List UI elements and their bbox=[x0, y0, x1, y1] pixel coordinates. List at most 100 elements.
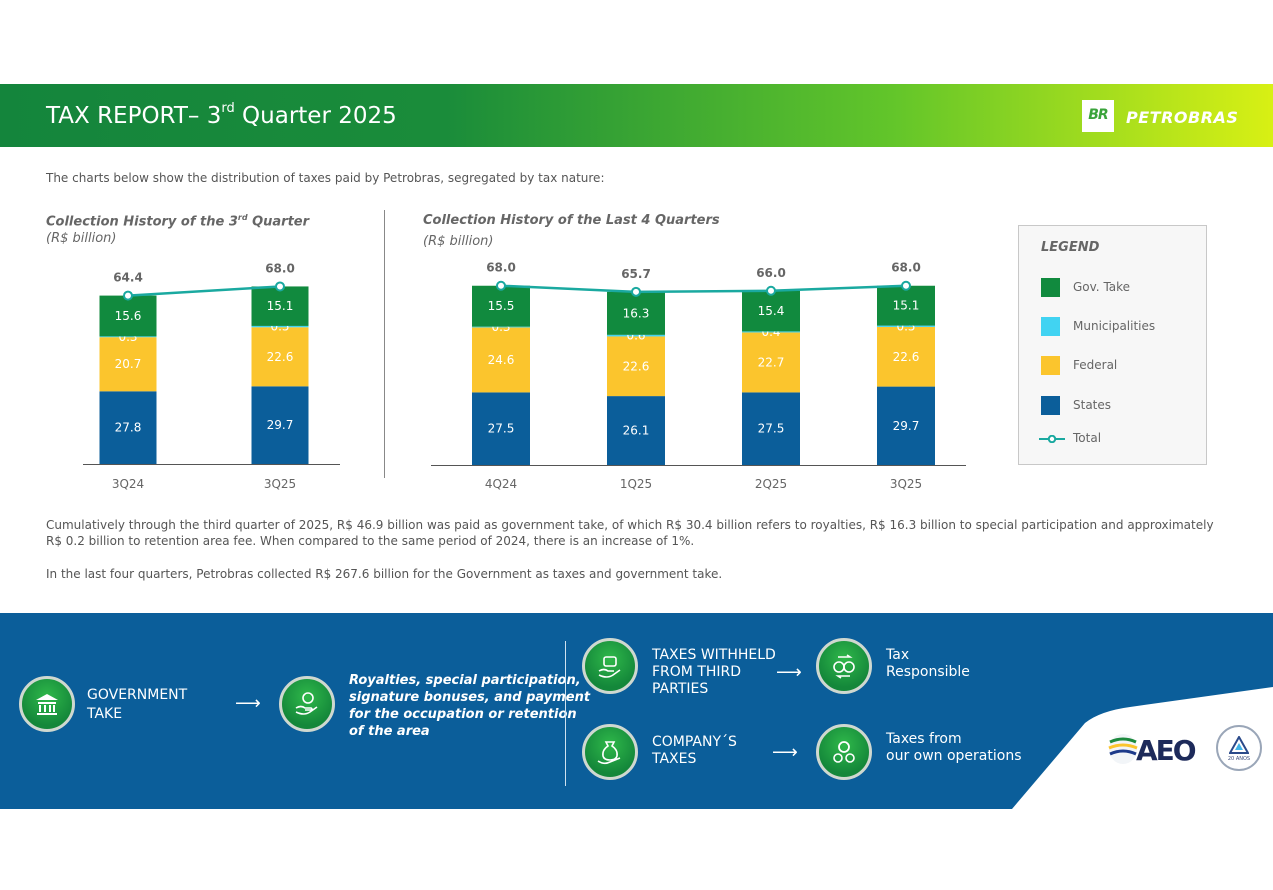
legend-item-gov-take: Gov. Take bbox=[1041, 278, 1201, 298]
bar-label-federal-2q25: 22.7 bbox=[758, 355, 785, 369]
gov-desc-line3: for the occupation or retention bbox=[349, 707, 577, 722]
intro-text: The charts below show the distribution o… bbox=[46, 171, 605, 185]
total-line-0 bbox=[127, 285, 281, 297]
legend-label-federal: Federal bbox=[1073, 358, 1118, 372]
left-chart-title-rest: Quarter bbox=[247, 214, 310, 230]
page-title-rest: Quarter 2025 bbox=[234, 103, 397, 129]
bar-label-federal-3q24: 20.7 bbox=[115, 357, 142, 371]
legend-label-municipalities: Municipalities bbox=[1073, 319, 1156, 333]
withheld-line2: FROM THIRD bbox=[652, 664, 742, 680]
chart-legend: LEGEND Gov. Take Municipalities Federal … bbox=[1018, 225, 1207, 465]
bar-label-states-1q25: 26.1 bbox=[623, 424, 650, 438]
bar-municipalities-4q24 bbox=[472, 326, 530, 328]
chart-divider bbox=[384, 210, 385, 478]
aeo-logo: AEO bbox=[1108, 730, 1202, 770]
government-building-icon bbox=[19, 676, 75, 732]
gears-icon bbox=[816, 724, 872, 780]
legend-line-total-icon bbox=[1039, 435, 1065, 443]
category-label-4q24: 4Q24 bbox=[485, 477, 517, 491]
bar-federal-3q25 bbox=[251, 327, 309, 387]
bar-label-gov-take-1q25: 16.3 bbox=[623, 306, 650, 320]
category-label-2q25: 2Q25 bbox=[755, 477, 787, 491]
gov-desc-line2: signature bonuses, and payment bbox=[349, 690, 591, 705]
legend-swatch-gov-take bbox=[1041, 278, 1060, 297]
bar-label-gov-take-2q25: 15.4 bbox=[758, 304, 785, 318]
arrow-right-icon: ⟶ bbox=[776, 662, 802, 683]
bar-municipalities-2q25 bbox=[742, 331, 800, 333]
anniversary-seal: 20 ANOS bbox=[1216, 725, 1262, 771]
bar-states-2q25 bbox=[742, 392, 800, 465]
aeo-text: AEO bbox=[1136, 734, 1197, 767]
taxes-withheld-label: TAXES WITHHELD FROM THIRD PARTIES bbox=[652, 647, 776, 698]
government-take-description: Royalties, special participation, signat… bbox=[349, 672, 590, 740]
category-label-1q25: 1Q25 bbox=[620, 477, 652, 491]
bar-municipalities-3q25 bbox=[877, 325, 935, 327]
bar-label-states-4q24: 27.5 bbox=[488, 422, 515, 436]
right-chart-title: Collection History of the Last 4 Quarter… bbox=[423, 213, 720, 228]
gov-desc-line1: Royalties, special participation, bbox=[349, 673, 581, 688]
bar-label-states-3q25: 29.7 bbox=[267, 418, 294, 432]
right-chart-unit: (R$ billion) bbox=[423, 234, 494, 249]
bar-municipalities-3q25 bbox=[251, 325, 309, 328]
left-chart-title: Collection History of the 3rd Quarter bbox=[46, 213, 309, 229]
four-quarter-paragraph: In the last four quarters, Petrobras col… bbox=[46, 567, 723, 581]
bar-gov-take-2q25 bbox=[742, 290, 800, 332]
bar-federal-2q25 bbox=[742, 332, 800, 393]
bar-municipalities-1q25 bbox=[607, 334, 665, 337]
withheld-line1: TAXES WITHHELD bbox=[652, 647, 776, 663]
legend-label-gov-take: Gov. Take bbox=[1073, 280, 1131, 294]
left-chart-title-sup: rd bbox=[237, 213, 248, 222]
total-label-1q25: 65.7 bbox=[621, 267, 651, 281]
total-line-1 bbox=[500, 284, 907, 294]
seal-emblem-icon bbox=[1229, 736, 1249, 754]
logo-wordmark: PETROBRAS bbox=[1126, 108, 1239, 127]
br-logo-text: BR bbox=[1088, 107, 1108, 123]
header-bar: TAX REPORT– 3rd Quarter 2025 BR PETROBRA… bbox=[0, 84, 1273, 147]
bar-federal-4q24 bbox=[472, 327, 530, 393]
total-label-3q25: 68.0 bbox=[891, 261, 921, 275]
total-label-3q24: 64.4 bbox=[113, 271, 143, 285]
bar-states-3q24 bbox=[99, 391, 157, 464]
company-line1: COMPANY´S bbox=[652, 734, 737, 750]
page-title: TAX REPORT– 3rd Quarter 2025 bbox=[46, 101, 397, 129]
bar-label-gov-take-3q25: 15.1 bbox=[893, 299, 920, 313]
page-title-main: TAX REPORT– 3 bbox=[46, 103, 222, 129]
own-line2: our own operations bbox=[886, 748, 1022, 764]
band-corner-shape bbox=[1012, 687, 1273, 809]
tax-nature-band: GOVERNMENT TAKE ⟶ Royalties, special par… bbox=[0, 613, 1273, 809]
bar-label-federal-1q25: 22.6 bbox=[623, 359, 650, 373]
bar-gov-take-4q24 bbox=[472, 285, 530, 327]
bar-label-states-3q25: 29.7 bbox=[893, 419, 920, 433]
bar-label-federal-3q25: 22.6 bbox=[893, 350, 920, 364]
total-point-3q25 bbox=[901, 280, 911, 291]
bar-states-1q25 bbox=[607, 396, 665, 465]
seal-text: 20 ANOS bbox=[1227, 756, 1251, 762]
tax-responsible-label: Tax Responsible bbox=[886, 647, 970, 681]
page-title-sup: rd bbox=[221, 101, 235, 117]
legend-item-federal: Federal bbox=[1041, 356, 1201, 376]
category-label-3q24: 3Q24 bbox=[112, 477, 144, 491]
bar-label-gov-take-3q24: 15.6 bbox=[115, 309, 142, 323]
legend-swatch-municipalities bbox=[1041, 317, 1060, 336]
own-operations-label: Taxes from our own operations bbox=[886, 731, 1022, 765]
total-label-3q25: 68.0 bbox=[265, 261, 295, 275]
legend-item-municipalities: Municipalities bbox=[1041, 317, 1201, 337]
bar-label-gov-take-3q25: 15.1 bbox=[267, 299, 294, 313]
bar-federal-1q25 bbox=[607, 336, 665, 397]
arrow-right-icon: ⟶ bbox=[772, 742, 798, 763]
total-label-2q25: 66.0 bbox=[756, 266, 786, 280]
bar-municipalities-3q24 bbox=[99, 336, 157, 338]
company-line2: TAXES bbox=[652, 751, 697, 767]
legend-swatch-federal bbox=[1041, 356, 1060, 375]
bar-label-federal-4q24: 24.6 bbox=[488, 353, 515, 367]
bar-gov-take-1q25 bbox=[607, 291, 665, 335]
br-logo-icon: BR bbox=[1082, 100, 1114, 132]
bar-label-states-2q25: 27.5 bbox=[758, 422, 785, 436]
withheld-line3: PARTIES bbox=[652, 681, 709, 697]
own-line1: Taxes from bbox=[886, 731, 962, 747]
legend-item-states: States bbox=[1041, 396, 1201, 416]
government-take-line2: TAKE bbox=[87, 706, 123, 722]
bar-states-3q25 bbox=[877, 386, 935, 465]
category-label-3q25: 3Q25 bbox=[264, 477, 296, 491]
